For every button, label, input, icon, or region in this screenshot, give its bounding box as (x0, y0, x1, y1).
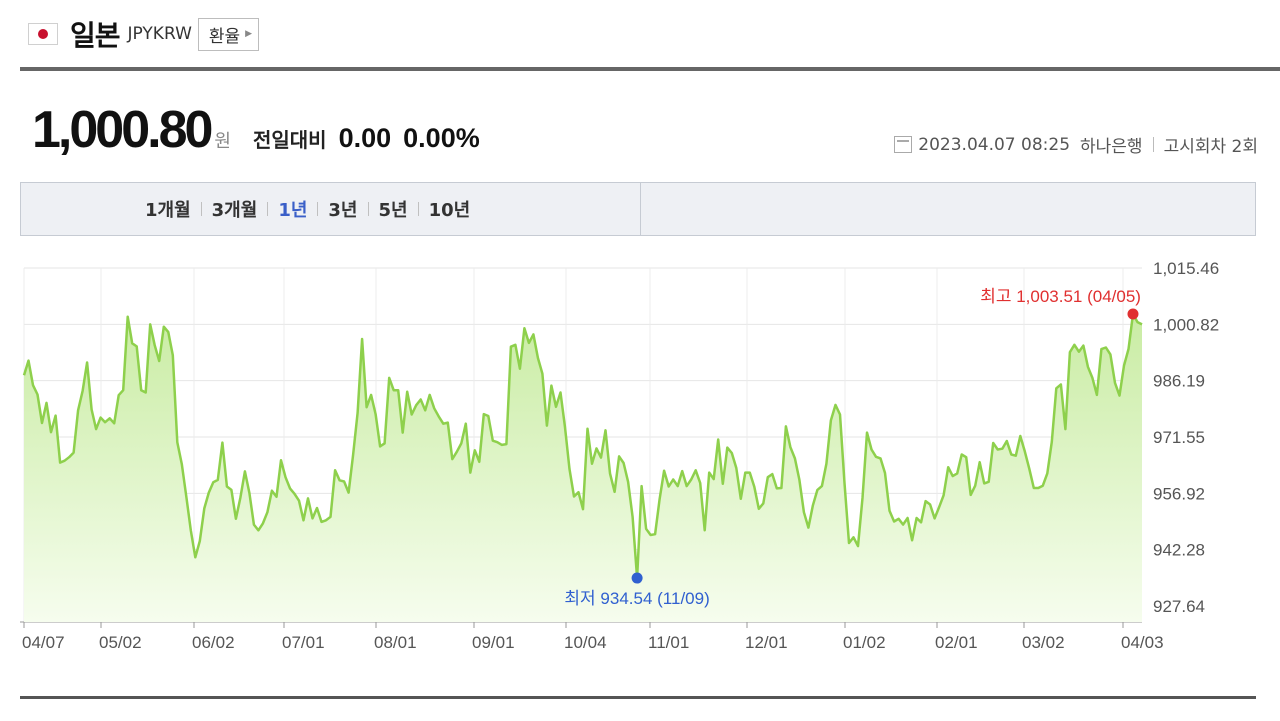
tab-divider (267, 202, 269, 216)
bottom-divider (20, 696, 1256, 699)
x-tick-label: 11/01 (648, 633, 689, 652)
x-tick-label: 03/02 (1022, 633, 1065, 652)
meta-divider (1152, 137, 1154, 152)
compare-label: 전일대비 (252, 128, 327, 152)
period-tab[interactable]: 3년 (328, 200, 358, 221)
y-tick-label: 927.64 (1153, 597, 1205, 616)
y-tick-label: 986.19 (1153, 372, 1205, 391)
calendar-icon (894, 136, 913, 153)
quote-meta: 2023.04.07 08:25 하나은행 고시회차 2회 (894, 132, 1258, 157)
currency-code: JPYKRW (127, 24, 192, 44)
exchange-rate-button-label: 환율 (208, 26, 241, 47)
x-tick-label: 01/02 (843, 633, 886, 652)
country-name: 일본 (70, 19, 121, 52)
period-tab[interactable]: 1개월 (145, 200, 191, 221)
japan-flag-icon (28, 23, 58, 45)
quote-notice: 고시회차 2회 (1163, 137, 1258, 157)
tab-divider (317, 202, 319, 216)
period-tab[interactable]: 1년 (278, 200, 308, 221)
x-tick-label: 04/03 (1121, 633, 1164, 652)
area-fill (24, 314, 1142, 622)
x-tick-label: 06/02 (192, 633, 235, 652)
price-row: 1,000.80 원 전일대비 0.00 0.00% (32, 100, 480, 160)
x-tick-label: 09/01 (472, 633, 515, 652)
exchange-rate-button[interactable]: 환율 ▶ (197, 17, 260, 51)
high-point-label: 최고 1,003.51 (04/05) (980, 287, 1141, 306)
high-point-marker (1127, 308, 1139, 320)
period-tabs: 1개월 3개월 1년 3년 5년 10년 (21, 183, 641, 235)
arrow-right-icon: ▶ (245, 29, 253, 39)
quote-bank: 하나은행 (1080, 137, 1143, 157)
tab-divider (417, 202, 419, 216)
x-tick-label: 10/04 (564, 633, 607, 652)
y-tick-label: 956.92 (1153, 484, 1205, 503)
y-tick-label: 971.55 (1153, 428, 1205, 447)
tab-divider (200, 202, 202, 216)
period-tab[interactable]: 3개월 (211, 200, 258, 221)
y-tick-label: 1,000.82 (1153, 315, 1219, 334)
x-tick-label: 04/07 (22, 633, 65, 652)
low-point-marker (631, 572, 643, 584)
change-percent: 0.00% (403, 123, 480, 153)
period-tab[interactable]: 10년 (428, 200, 471, 221)
change-value: 0.00 (338, 123, 392, 153)
series-line (22, 312, 1143, 580)
quote-datetime: 2023.04.07 08:25 (918, 134, 1071, 155)
header-divider (20, 67, 1280, 71)
x-tick-label: 02/01 (935, 633, 978, 652)
y-tick-label: 942.28 (1153, 541, 1205, 560)
period-tabs-box: 1개월 3개월 1년 3년 5년 10년 (20, 182, 1256, 236)
x-tick-label: 12/01 (745, 633, 788, 652)
y-tick-label: 1,015.46 (1153, 259, 1219, 278)
price-unit: 원 (214, 131, 231, 152)
low-point-label: 최저 934.54 (11/09) (564, 589, 709, 608)
current-price: 1,000.80 (32, 101, 213, 159)
period-tab[interactable]: 5년 (378, 200, 408, 221)
x-tick-label: 07/01 (282, 633, 325, 652)
x-tick-label: 05/02 (99, 633, 142, 652)
instrument-header: 일본 JPYKRW 환율 ▶ (28, 14, 260, 54)
tab-divider (367, 202, 369, 216)
x-tick-label: 08/01 (374, 633, 417, 652)
